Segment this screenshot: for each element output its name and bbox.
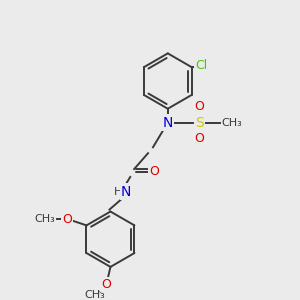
Text: CH₃: CH₃	[84, 290, 105, 300]
Text: O: O	[102, 278, 111, 291]
Text: O: O	[62, 213, 72, 226]
Text: CH₃: CH₃	[221, 118, 242, 128]
Text: O: O	[194, 132, 204, 145]
Text: H: H	[114, 187, 122, 197]
Text: S: S	[195, 116, 204, 130]
Text: O: O	[149, 166, 159, 178]
Text: N: N	[163, 116, 173, 130]
Text: O: O	[194, 100, 204, 113]
Text: Cl: Cl	[196, 59, 208, 72]
Text: CH₃: CH₃	[34, 214, 55, 224]
Text: N: N	[121, 185, 131, 199]
